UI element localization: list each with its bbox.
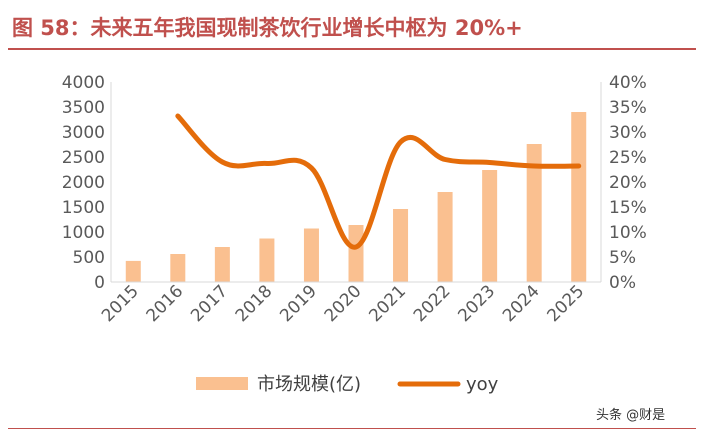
bars-layer	[125, 112, 587, 282]
left-tick-label: 3000	[62, 123, 105, 143]
bar-2023	[482, 170, 498, 282]
left-tick-label: 2000	[62, 173, 105, 193]
legend-bar-label: 市场规模(亿)	[257, 374, 361, 395]
chart-title: 图 58：未来五年我国现制茶饮行业增长中枢为 20%+	[12, 16, 523, 40]
left-tick-label: 2500	[62, 148, 105, 168]
left-tick-label: 500	[73, 248, 105, 268]
right-tick-label: 20%	[609, 173, 647, 193]
x-tick-label: 2022	[410, 281, 455, 326]
right-tick-label: 35%	[609, 98, 647, 118]
legend-line-label: yoy	[466, 374, 499, 395]
bar-2022	[437, 192, 453, 282]
title-bar: 图 58：未来五年我国现制茶饮行业增长中枢为 20%+	[0, 0, 702, 52]
bar-2025	[571, 112, 587, 282]
x-tick-label: 2018	[232, 281, 277, 326]
right-tick-label: 25%	[609, 148, 647, 168]
bar-2015	[125, 260, 141, 282]
title-divider	[8, 48, 696, 50]
right-tick-label: 0%	[609, 273, 636, 293]
x-tick-label: 2016	[143, 281, 188, 326]
right-tick-label: 5%	[609, 248, 636, 268]
x-tick-label: 2025	[544, 281, 589, 326]
bar-2019	[303, 228, 319, 282]
bar-2018	[259, 238, 275, 282]
x-tick-label: 2023	[454, 281, 499, 326]
x-tick-label: 2024	[499, 281, 544, 326]
left-tick-label: 3500	[62, 98, 105, 118]
x-axis: 2015 2016 2017 2018 2019 2020 2021 2022 2023 2024…	[98, 281, 601, 326]
bar-2021	[393, 209, 409, 282]
right-tick-label: 15%	[609, 198, 647, 218]
x-tick-label: 2021	[365, 281, 410, 326]
bar-2016	[170, 254, 186, 282]
right-tick-label: 30%	[609, 123, 647, 143]
bar-2017	[214, 247, 230, 282]
right-axis: 0% 5% 10% 15% 20% 25% 30% 35% 40%	[600, 73, 647, 293]
yoy-line	[175, 113, 582, 250]
x-tick-label: 2017	[187, 281, 232, 326]
left-tick-label: 1000	[62, 223, 105, 243]
left-tick-label: 0	[94, 273, 105, 293]
x-tick-label: 2020	[321, 281, 366, 326]
watermark: 头条 @财是	[596, 408, 666, 423]
left-axis: 0 500 1000 1500 2000 2500 3000 3500 4000	[62, 73, 112, 293]
bottom-divider	[8, 428, 696, 429]
legend-bar-swatch	[196, 377, 248, 390]
left-tick-label: 4000	[62, 73, 105, 93]
x-tick-label: 2019	[276, 281, 321, 326]
yoy-line-layer	[175, 113, 582, 250]
right-tick-label: 40%	[609, 73, 647, 93]
bar-2020	[348, 225, 364, 282]
left-tick-label: 1500	[62, 198, 105, 218]
legend: 市场规模(亿) yoy	[196, 374, 499, 395]
right-tick-label: 10%	[609, 223, 647, 243]
bar-2024	[526, 144, 542, 282]
